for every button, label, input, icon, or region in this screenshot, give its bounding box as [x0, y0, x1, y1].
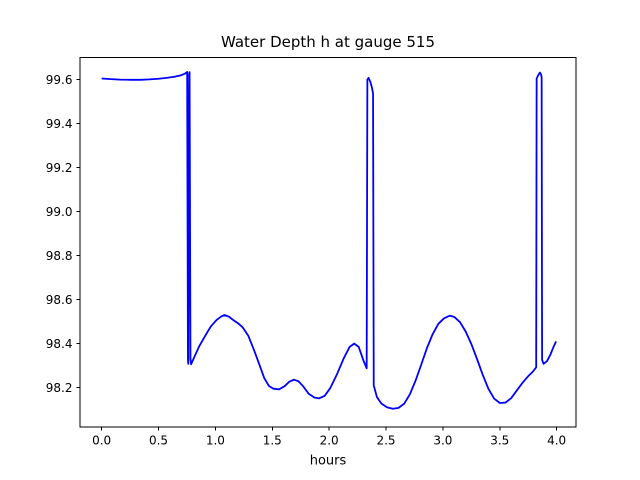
y-tick-label: 99.4 [46, 117, 73, 131]
y-tick-label: 99.2 [46, 161, 73, 175]
x-tick-label: 0.0 [92, 434, 111, 448]
x-tick-label: 2.0 [320, 434, 339, 448]
x-tick-label: 2.5 [376, 434, 395, 448]
water-depth-line [101, 71, 557, 410]
plot-area-border [79, 57, 577, 428]
x-tick-label: 1.5 [263, 434, 282, 448]
x-axis-label: hours [310, 454, 347, 469]
x-tick-label: 3.0 [433, 434, 452, 448]
y-tick-label: 98.4 [46, 337, 73, 351]
x-tick-label: 0.5 [149, 434, 168, 448]
chart-title: Water Depth h at gauge 515 [221, 33, 435, 51]
y-tick-label: 98.8 [46, 249, 73, 263]
y-tick-label: 98.2 [46, 381, 73, 395]
y-tick-label: 99.0 [46, 205, 73, 219]
x-tick-label: 4.0 [547, 434, 566, 448]
x-tick-label: 1.0 [206, 434, 225, 448]
y-tick-label: 98.6 [46, 293, 73, 307]
x-tick-label: 3.5 [490, 434, 509, 448]
y-tick-label: 99.6 [46, 73, 73, 87]
axis-ticks: 0.0 0.5 1.0 1.5 2.0 2.5 3.0 3.5 4.0 98.2 98.4 98.6 9… [46, 73, 566, 448]
